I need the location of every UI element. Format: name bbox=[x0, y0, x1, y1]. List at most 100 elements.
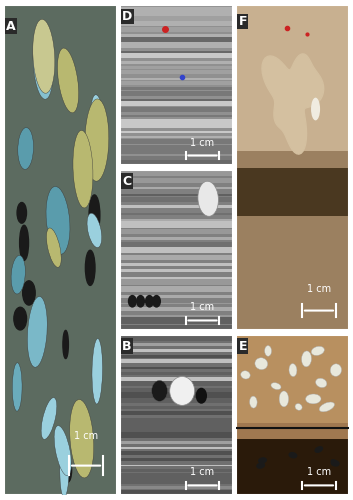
Bar bbox=[120, 10, 233, 16]
Bar bbox=[120, 490, 233, 495]
Ellipse shape bbox=[33, 19, 55, 94]
Ellipse shape bbox=[319, 402, 335, 412]
Bar bbox=[120, 242, 233, 247]
Bar bbox=[120, 486, 233, 490]
Bar bbox=[120, 380, 233, 386]
Ellipse shape bbox=[288, 452, 298, 458]
Bar bbox=[237, 168, 349, 216]
Ellipse shape bbox=[301, 351, 311, 367]
Text: 1 cm: 1 cm bbox=[307, 468, 331, 477]
Text: 1 cm: 1 cm bbox=[190, 468, 215, 477]
Bar bbox=[237, 439, 349, 495]
Ellipse shape bbox=[46, 186, 70, 254]
Bar bbox=[120, 478, 233, 484]
Text: 1 cm: 1 cm bbox=[190, 302, 215, 312]
Ellipse shape bbox=[289, 364, 297, 376]
Ellipse shape bbox=[258, 457, 267, 464]
Ellipse shape bbox=[330, 459, 339, 466]
Bar bbox=[120, 7, 233, 10]
Bar bbox=[120, 316, 233, 318]
Bar bbox=[120, 131, 233, 133]
Ellipse shape bbox=[11, 256, 25, 294]
Ellipse shape bbox=[91, 95, 103, 136]
Ellipse shape bbox=[306, 394, 321, 404]
Bar bbox=[120, 441, 233, 444]
Bar bbox=[120, 263, 233, 266]
Ellipse shape bbox=[196, 388, 207, 404]
Bar bbox=[120, 66, 233, 69]
Ellipse shape bbox=[330, 364, 342, 376]
Bar bbox=[120, 206, 233, 208]
Bar bbox=[120, 81, 233, 85]
Bar bbox=[120, 307, 233, 311]
Bar bbox=[120, 37, 233, 43]
Ellipse shape bbox=[152, 295, 161, 308]
Ellipse shape bbox=[136, 295, 145, 308]
Ellipse shape bbox=[128, 295, 137, 308]
Bar bbox=[120, 28, 233, 32]
Bar bbox=[120, 406, 233, 409]
Ellipse shape bbox=[33, 31, 53, 100]
Ellipse shape bbox=[170, 376, 195, 406]
Bar bbox=[120, 212, 233, 215]
Ellipse shape bbox=[250, 396, 257, 408]
Ellipse shape bbox=[92, 338, 102, 404]
Bar bbox=[120, 248, 233, 253]
Bar bbox=[120, 160, 233, 165]
Bar bbox=[120, 426, 233, 432]
Ellipse shape bbox=[89, 195, 100, 235]
Bar bbox=[120, 451, 233, 455]
Ellipse shape bbox=[73, 130, 93, 208]
Bar bbox=[120, 343, 233, 346]
Bar bbox=[120, 78, 233, 80]
Text: A: A bbox=[6, 20, 16, 32]
Ellipse shape bbox=[265, 346, 271, 356]
Bar bbox=[237, 5, 349, 152]
Bar bbox=[120, 222, 233, 228]
Bar bbox=[120, 100, 233, 106]
Ellipse shape bbox=[255, 358, 268, 370]
Ellipse shape bbox=[145, 295, 154, 308]
Bar bbox=[120, 276, 233, 279]
Ellipse shape bbox=[47, 228, 61, 268]
Ellipse shape bbox=[315, 446, 323, 453]
Ellipse shape bbox=[12, 362, 22, 411]
Bar bbox=[120, 366, 233, 369]
Bar bbox=[120, 474, 233, 478]
Text: 1 cm: 1 cm bbox=[190, 138, 215, 147]
Bar bbox=[120, 286, 233, 292]
Bar bbox=[120, 458, 233, 460]
Bar bbox=[120, 279, 233, 285]
Bar bbox=[120, 392, 233, 398]
Bar bbox=[120, 194, 233, 196]
Bar bbox=[120, 316, 233, 324]
Ellipse shape bbox=[23, 281, 35, 305]
Text: 1 cm: 1 cm bbox=[307, 284, 331, 294]
Bar bbox=[120, 448, 233, 449]
Bar bbox=[120, 470, 233, 472]
Bar bbox=[237, 335, 349, 423]
Bar bbox=[120, 51, 233, 53]
Ellipse shape bbox=[85, 99, 109, 181]
Bar bbox=[120, 61, 233, 64]
Ellipse shape bbox=[198, 181, 219, 216]
Ellipse shape bbox=[152, 380, 167, 402]
Bar bbox=[120, 91, 233, 96]
Bar bbox=[120, 421, 233, 426]
Bar bbox=[120, 348, 233, 352]
Bar bbox=[120, 139, 233, 144]
Bar bbox=[120, 42, 233, 48]
Ellipse shape bbox=[331, 460, 340, 466]
Bar bbox=[120, 372, 233, 375]
Bar bbox=[120, 219, 233, 221]
Bar bbox=[120, 156, 233, 160]
Text: E: E bbox=[239, 340, 247, 352]
Ellipse shape bbox=[295, 404, 302, 410]
Bar bbox=[120, 53, 233, 59]
Bar bbox=[120, 150, 233, 154]
Bar bbox=[120, 432, 233, 438]
Bar bbox=[120, 115, 233, 117]
Ellipse shape bbox=[279, 391, 289, 407]
Ellipse shape bbox=[256, 462, 265, 469]
Bar bbox=[120, 122, 233, 128]
